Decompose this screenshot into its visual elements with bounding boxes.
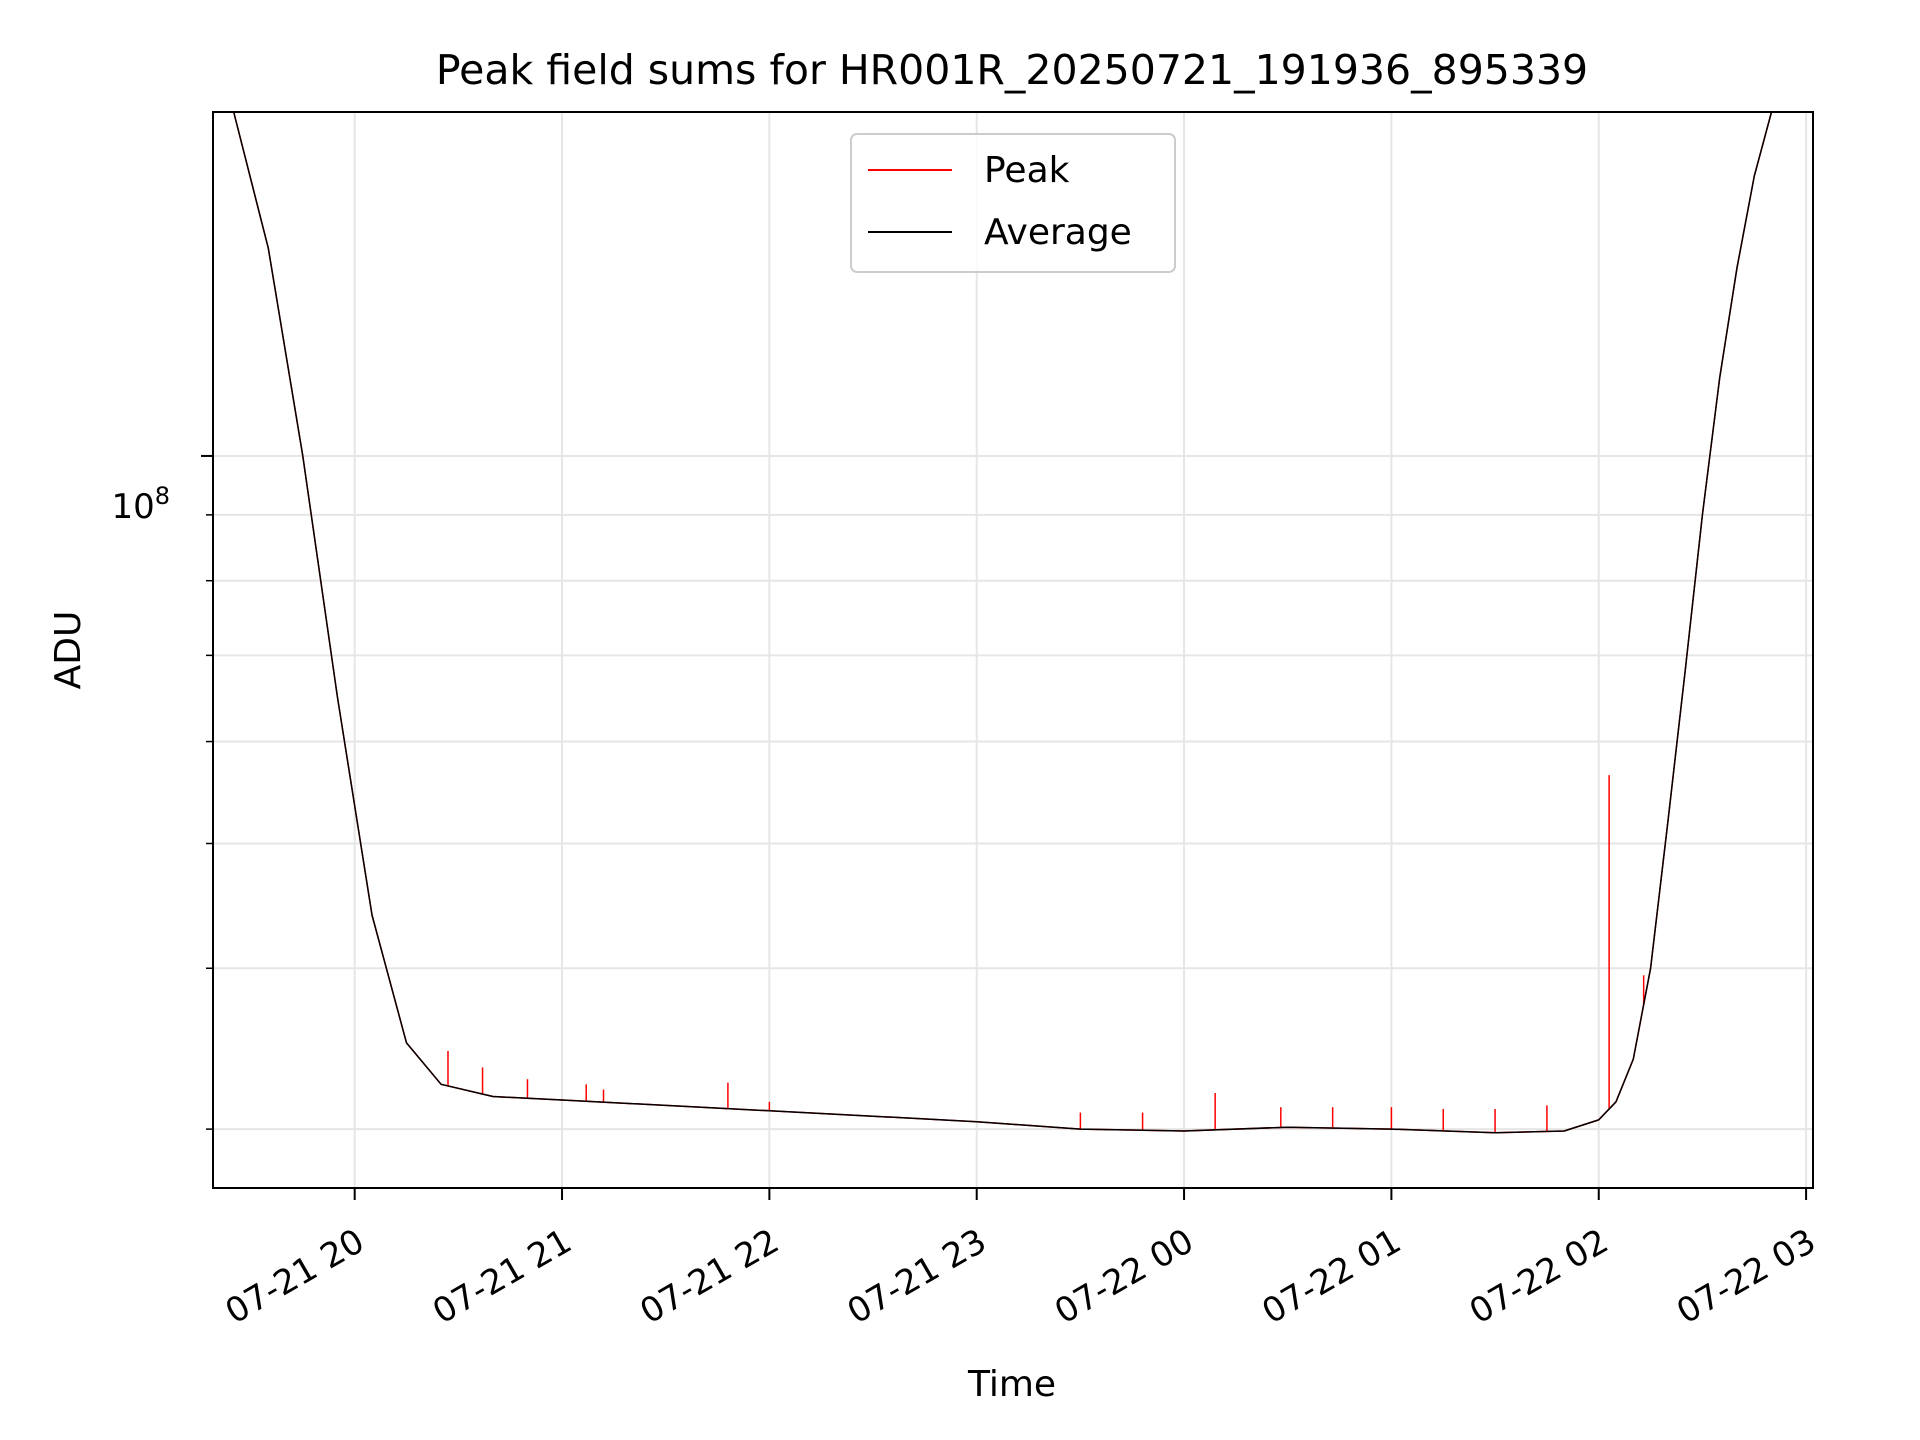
plot-frame xyxy=(212,111,1814,1189)
legend: Peak Average xyxy=(850,133,1176,273)
x-axis-label: Time xyxy=(967,1364,1056,1405)
y-tick-label-1e8: 108 xyxy=(111,482,170,527)
legend-label-peak: Peak xyxy=(984,150,1070,191)
y-tick-label-exponent: 8 xyxy=(155,482,170,510)
y-tick-label-base: 10 xyxy=(111,487,154,527)
series-line-average xyxy=(213,112,1789,1134)
chart-title: Peak field sums for HR001R_20250721_1919… xyxy=(436,46,1588,94)
series-layer xyxy=(213,112,1789,1134)
peak-spike-layer xyxy=(447,775,1645,1133)
y-axis-label: ADU xyxy=(48,611,89,690)
legend-label-average: Average xyxy=(984,212,1132,253)
legend-box xyxy=(850,133,1176,273)
